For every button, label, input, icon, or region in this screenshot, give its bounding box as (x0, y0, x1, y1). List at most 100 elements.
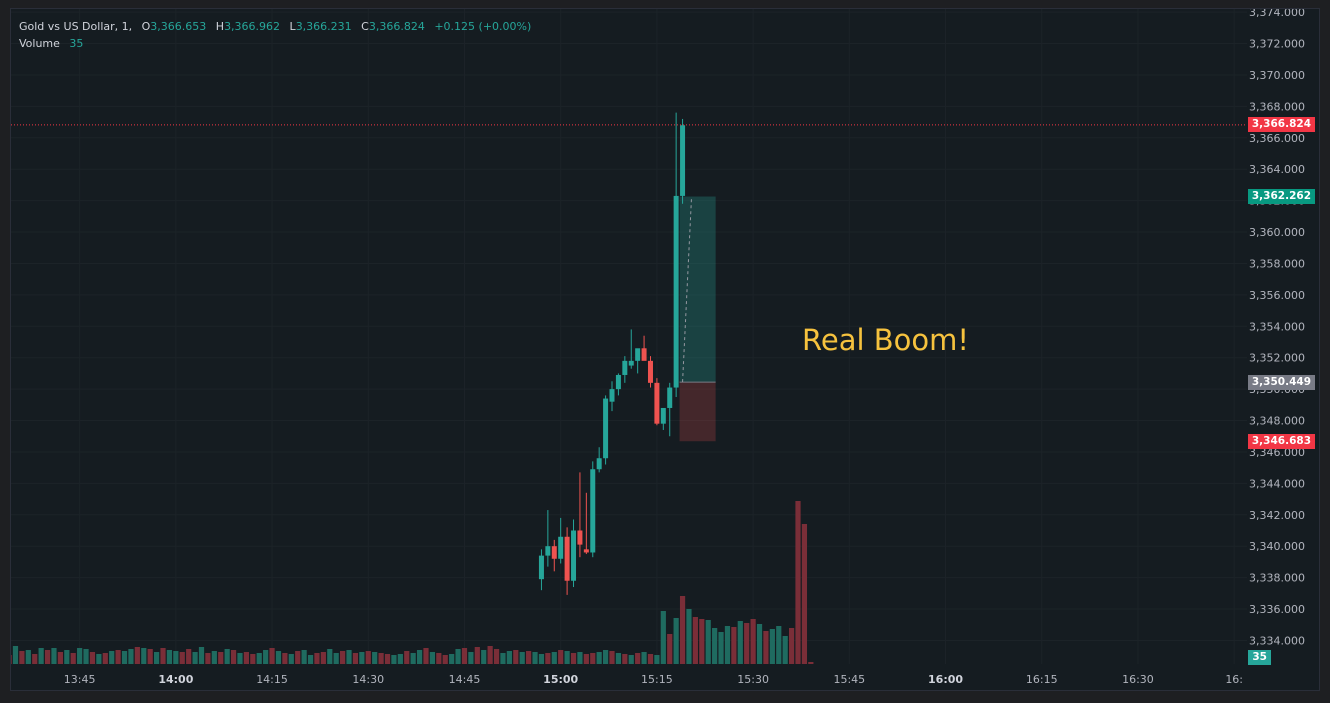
volume-bar (449, 654, 455, 664)
volume-bar (436, 653, 442, 664)
candle-body (538, 555, 544, 580)
volume-bar (570, 653, 577, 664)
candle-body (654, 382, 660, 424)
volume-bar (673, 618, 679, 664)
y-tick-label: 3,346.000 (1249, 446, 1305, 459)
candle-body (635, 348, 641, 361)
y-tick-label: 3,374.000 (1249, 9, 1305, 19)
high-value: 3,366.962 (224, 20, 281, 33)
x-tick-label: 16:15 (1026, 673, 1058, 686)
volume-bar (667, 634, 673, 664)
volume-bar (468, 652, 474, 664)
volume-bar (179, 652, 185, 664)
candle-body (622, 360, 628, 375)
candle-body (596, 458, 602, 470)
volume-bar (660, 611, 666, 664)
y-tick-label: 3,370.000 (1249, 69, 1305, 82)
ohlc-legend-row: Gold vs US Dollar, 1, O3,366.653 H3,366.… (19, 18, 531, 35)
candle-body (660, 407, 666, 424)
volume-bar (679, 596, 686, 664)
candle-body (641, 348, 647, 361)
candle-body (583, 549, 589, 553)
volume-bar (134, 647, 140, 664)
volume-bar (198, 647, 205, 664)
volume-bar (744, 623, 750, 664)
x-tick-label: 14:30 (352, 673, 384, 686)
volume-bar (57, 652, 63, 664)
candle-body (571, 530, 577, 581)
volume-bar (808, 662, 814, 664)
volume-bar (404, 651, 410, 664)
take-profit-badge: 3,362.262 (1247, 189, 1315, 204)
volume-bar (263, 650, 269, 664)
y-tick-label: 3,352.000 (1249, 352, 1305, 365)
volume-bar (583, 654, 589, 664)
x-tick-label: 13:45 (64, 673, 96, 686)
y-tick-label: 3,340.000 (1249, 540, 1305, 553)
price-chart[interactable]: 3,334.000 3,336.000 3,338.000 3,340.000 3,34… (11, 9, 1319, 690)
volume-bar (474, 647, 480, 664)
volume-bar (256, 653, 262, 664)
volume-bar (429, 652, 436, 664)
volume-label[interactable]: Volume (19, 37, 60, 50)
volume-bar (32, 654, 38, 664)
volume-bar (141, 648, 147, 664)
volume-bar (378, 653, 384, 664)
stop-loss-zone (679, 382, 716, 442)
volume-bar (455, 649, 461, 664)
volume-bar (288, 654, 294, 664)
y-tick-label: 3,348.000 (1249, 415, 1305, 428)
y-tick-label: 3,358.000 (1249, 257, 1305, 270)
volume-bar (154, 652, 160, 664)
volume-bar (147, 649, 153, 664)
volume-bar (96, 654, 102, 664)
volume-bar (699, 619, 705, 664)
volume-bar (545, 653, 551, 664)
volume-bar (121, 651, 128, 664)
volume-bar (340, 651, 346, 664)
volume-bar (558, 650, 564, 664)
volume-bar (275, 651, 282, 664)
volume-bar (11, 655, 12, 664)
volume-bar (596, 652, 602, 664)
volume-bar (19, 651, 25, 664)
low-label: L (289, 20, 296, 33)
candle-body (545, 546, 551, 556)
chart-frame[interactable]: 3,334.000 3,336.000 3,338.000 3,340.000 3,34… (10, 8, 1320, 691)
volume-bar (269, 648, 275, 664)
volume-bar (538, 654, 545, 664)
volume-bar (224, 649, 230, 664)
volume-bar (513, 650, 519, 664)
volume-bar (282, 653, 288, 664)
chart-annotation-text[interactable]: Real Boom! (802, 323, 969, 357)
last-price-badge: 3,366.824 (1247, 117, 1315, 133)
candle-body (647, 360, 653, 383)
volume-bar (243, 652, 249, 664)
volume-bar (577, 652, 583, 664)
volume-bar (307, 655, 314, 664)
volume-bar (25, 650, 31, 664)
volume-bar (686, 609, 692, 664)
y-tick-label: 3,366.000 (1249, 132, 1305, 145)
low-value: 3,366.231 (295, 20, 352, 33)
symbol-name[interactable]: Gold vs US Dollar, 1, (19, 20, 133, 33)
volume-bar (38, 648, 44, 664)
candle-body (628, 360, 634, 366)
y-tick-label: 3,364.000 (1249, 163, 1305, 176)
high-label: H (215, 20, 225, 33)
volume-bar (423, 648, 429, 664)
candle-body (603, 398, 609, 459)
volume-bar (314, 653, 320, 664)
volume-bar (564, 651, 570, 664)
volume-bar (750, 619, 756, 664)
volume-bar (493, 649, 500, 664)
y-tick-label: 3,344.000 (1249, 477, 1305, 490)
volume-bar (12, 646, 19, 664)
volume-bar (628, 655, 634, 664)
volume-bar (397, 654, 403, 664)
volume-bar (635, 653, 641, 664)
volume-bar (166, 650, 173, 664)
volume-bar (769, 629, 775, 664)
entry-price-badge: 3,350.449 (1247, 374, 1315, 390)
volume-bar (352, 653, 359, 664)
